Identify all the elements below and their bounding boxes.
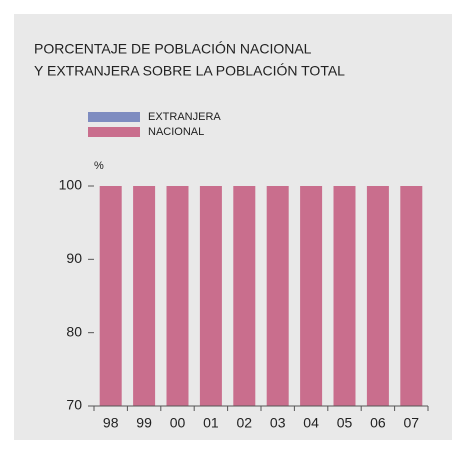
x-tick-label: 07 <box>404 415 420 431</box>
bar-segment <box>400 186 423 406</box>
x-tick-label: 98 <box>103 415 119 431</box>
y-axis-label: % <box>94 160 104 172</box>
chart-title: Y EXTRANJERA SOBRE LA POBLACIÓN TOTAL <box>34 63 345 79</box>
legend-swatch <box>88 112 140 122</box>
bar-segment <box>333 186 356 406</box>
legend-swatch <box>88 127 140 137</box>
bar-segment <box>166 186 189 406</box>
x-tick-label: 01 <box>203 415 219 431</box>
y-tick-label: 70 <box>66 397 82 413</box>
bar-segment <box>366 186 389 406</box>
bar-segment <box>99 186 122 406</box>
bar-segment <box>300 186 323 406</box>
x-tick-label: 03 <box>270 415 286 431</box>
x-tick-label: 00 <box>170 415 186 431</box>
x-tick-label: 05 <box>337 415 353 431</box>
x-tick-label: 04 <box>303 415 319 431</box>
y-tick-label: 100 <box>59 177 83 193</box>
x-tick-label: 02 <box>237 415 253 431</box>
bar-segment <box>133 186 156 406</box>
y-tick-label: 90 <box>66 250 82 266</box>
x-tick-label: 99 <box>136 415 152 431</box>
y-tick-label: 80 <box>66 323 82 339</box>
legend-label: NACIONAL <box>148 126 204 138</box>
x-tick-label: 06 <box>370 415 386 431</box>
bar-segment <box>199 186 222 406</box>
legend-label: EXTRANJERA <box>148 111 221 123</box>
bar-segment <box>266 186 289 406</box>
chart-title: PORCENTAJE DE POBLACIÓN NACIONAL <box>34 41 312 57</box>
bar-segment <box>233 186 256 406</box>
